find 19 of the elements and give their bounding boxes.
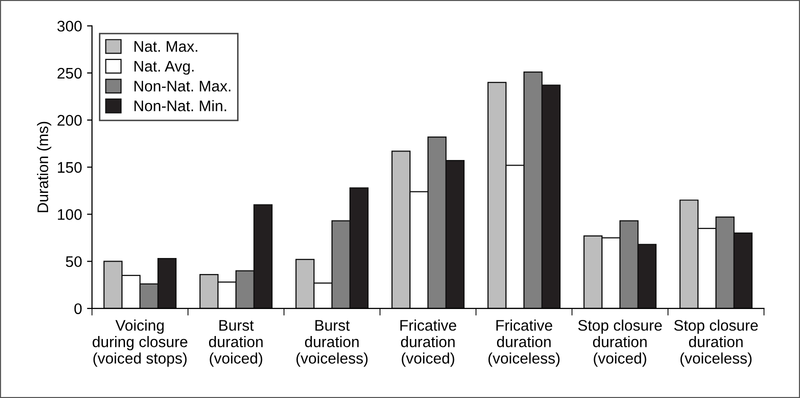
- y-axis-title: Duration (ms): [36, 122, 52, 212]
- legend-label: Non-Nat. Max.: [134, 80, 230, 92]
- legend-label: Nat. Max.: [134, 41, 198, 52]
- y-tick-label: 150: [58, 162, 82, 173]
- y-tick-label: 300: [57, 20, 82, 32]
- y-tick-label: 100: [58, 209, 82, 220]
- y-tick-label: 0: [74, 303, 82, 314]
- x-tick-label: Voicing during closure (voiced stops): [92, 320, 188, 367]
- y-tick-label: 200: [58, 114, 82, 126]
- legend-label: Nat. Avg.: [134, 61, 194, 75]
- x-tick-label: Stop closure duration (voiceless): [674, 320, 758, 367]
- x-tick-label: Fricative duration (voiceless): [488, 320, 560, 367]
- y-tick-label: 50: [66, 256, 82, 268]
- x-tick-label: Burst duration (voiceless): [296, 320, 368, 367]
- x-tick-label: Fricative duration (voiced): [400, 320, 456, 367]
- legend-label: Non-Nat. Min.: [134, 100, 226, 112]
- x-tick-label: Burst duration (voiced): [209, 320, 263, 367]
- x-tick-label: Stop closure duration (voiced): [578, 320, 662, 367]
- y-tick-label: 250: [58, 68, 82, 79]
